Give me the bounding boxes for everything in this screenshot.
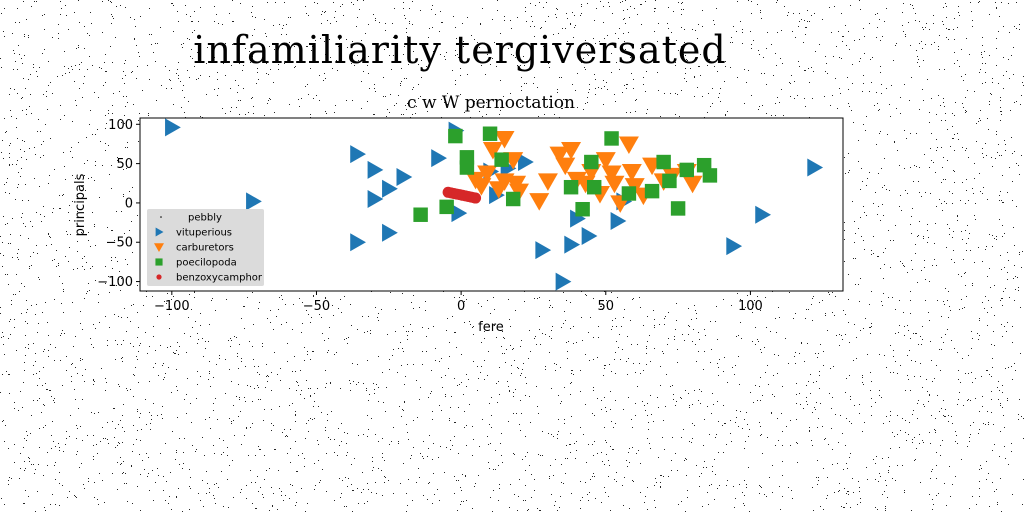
legend-marker-benzoxycamphor <box>156 274 162 280</box>
benzoxycamphor-point-10 <box>470 192 482 204</box>
legend-marker-pebbly <box>160 216 162 218</box>
poecilopoda-point-13 <box>621 186 637 201</box>
poecilopoda-point-14 <box>644 183 660 199</box>
poecilopoda-point-16 <box>662 173 677 189</box>
legend-box <box>147 209 264 286</box>
x-tick-label: 50 <box>598 299 615 314</box>
poecilopoda-point-11 <box>586 179 602 195</box>
y-axis-label: principals <box>73 173 88 236</box>
carburetors-point-10 <box>529 193 550 211</box>
poecilopoda-point-1 <box>439 199 454 215</box>
carburetors-point-11 <box>537 173 558 191</box>
carburetors-point-20 <box>601 165 622 184</box>
legend-label-benzoxycamphor: benzoxycamphor <box>176 273 263 284</box>
poecilopoda-point-20 <box>702 168 718 183</box>
vituperious-point-25 <box>807 158 824 177</box>
poecilopoda-point-8 <box>563 179 579 195</box>
y-tick-label: −100 <box>97 275 133 290</box>
poecilopoda-point-0 <box>413 207 428 222</box>
poecilopoda-point-5 <box>482 126 498 141</box>
x-tick-label: −100 <box>154 299 190 314</box>
legend-label-vituperious: vituperious <box>176 228 232 239</box>
poecilopoda-point-17 <box>670 201 686 216</box>
carburetors-point-5 <box>494 130 515 149</box>
series-benzoxycamphor <box>442 186 482 204</box>
vituperious-point-3 <box>367 160 384 179</box>
vituperious-point-23 <box>755 205 771 224</box>
carburetors-point-19 <box>595 152 616 170</box>
plot-frame <box>139 117 844 292</box>
legend-marker-poecilopoda <box>155 258 163 266</box>
vituperious-point-11 <box>451 204 468 223</box>
figure-title: infamiliarity tergiversated <box>193 28 727 72</box>
y-tick-label: 100 <box>108 118 133 133</box>
legend: pebbly vituperious carburetors poecilopoda b… <box>147 209 264 286</box>
chart-title: c w W pernoctation <box>407 93 575 113</box>
poecilopoda-point-15 <box>656 154 671 170</box>
x-axis-label: fere <box>478 320 504 335</box>
carburetors-point-1 <box>471 178 492 196</box>
legend-marker-vituperious <box>155 227 164 237</box>
x-tick-label: 100 <box>738 299 763 314</box>
poecilopoda-point-6 <box>494 152 509 167</box>
series-poecilopoda <box>413 126 718 222</box>
axis-ticks: −100 −50 0 50 100 −100 −50 0 50 100 <box>97 118 763 314</box>
legend-label-carburetors: carburetors <box>176 243 234 254</box>
carburetors-point-13 <box>555 157 576 176</box>
poecilopoda-point-18 <box>679 162 695 178</box>
vituperious-point-2 <box>350 145 366 164</box>
legend-marker-carburetors <box>154 243 164 252</box>
vituperious-point-7 <box>350 233 366 252</box>
poecilopoda-point-10 <box>584 154 599 170</box>
carburetors-point-12 <box>549 146 570 165</box>
vituperious-point-20 <box>581 226 598 245</box>
carburetors-point-3 <box>482 141 503 160</box>
carburetors-point-14 <box>561 141 582 160</box>
chart-marks <box>165 118 824 291</box>
vituperious-point-5 <box>382 179 398 198</box>
vituperious-point-15 <box>518 153 534 172</box>
vituperious-point-9 <box>431 149 447 168</box>
poecilopoda-point-7 <box>505 191 521 207</box>
vituperious-point-0 <box>165 118 181 137</box>
poecilopoda-point-4 <box>459 160 475 175</box>
carburetors-point-23 <box>621 163 642 182</box>
x-tick-label: −50 <box>303 299 330 314</box>
vituperious-point-19 <box>570 209 586 228</box>
legend-label-poecilopoda: poecilopoda <box>176 258 237 269</box>
y-tick-label: 0 <box>125 196 133 211</box>
y-tick-label: −50 <box>106 236 133 251</box>
vituperious-point-6 <box>396 167 413 186</box>
carburetors-point-25 <box>618 136 639 154</box>
vituperious-point-8 <box>382 223 398 242</box>
carburetors-point-2 <box>477 165 498 184</box>
x-tick-label: 0 <box>457 299 465 314</box>
vituperious-point-1 <box>246 192 262 211</box>
vituperious-point-17 <box>555 272 572 291</box>
poecilopoda-point-9 <box>575 201 590 217</box>
vituperious-point-18 <box>564 235 581 254</box>
carburetors-point-21 <box>604 175 625 194</box>
vituperious-point-4 <box>367 189 384 208</box>
vituperious-point-16 <box>535 241 552 260</box>
vituperious-point-24 <box>726 237 743 256</box>
poecilopoda-point-2 <box>448 128 463 144</box>
carburetors-point-31 <box>682 175 703 194</box>
vituperious-point-21 <box>610 212 627 231</box>
poecilopoda-point-12 <box>604 131 619 146</box>
y-tick-label: 50 <box>116 157 133 172</box>
legend-label-pebbly: pebbly <box>188 213 222 224</box>
